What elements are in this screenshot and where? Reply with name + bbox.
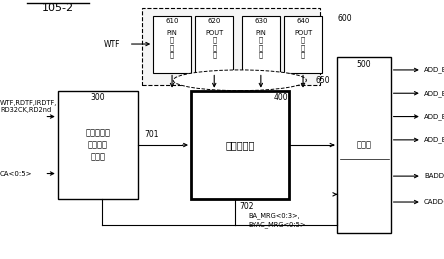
Bar [191,91,289,199]
Text: 600: 600 [337,14,352,23]
Bar [242,16,280,73]
Text: 640: 640 [296,18,310,24]
Bar [58,91,138,199]
Text: CADD<0:5>: CADD<0:5> [424,199,444,205]
Text: ADD_BG1: ADD_BG1 [424,90,444,97]
Text: 解码器: 解码器 [357,141,372,149]
Text: POUT
计
数
器: POUT 计 数 器 [294,30,312,59]
Text: PIN
计
数
器: PIN 计 数 器 [255,30,266,59]
Text: ADD_BG2: ADD_BG2 [424,113,444,120]
Bar [337,57,391,233]
Text: PIN
计
数
器: PIN 计 数 器 [166,30,178,59]
Text: 400: 400 [274,93,289,102]
Text: 105-2: 105-2 [42,3,74,13]
Text: POUT
计
数
器: POUT 计 数 器 [205,30,223,59]
Text: WTF,RDTF,IRDTF,
RD32CK,RD2nd: WTF,RDTF,IRDTF, RD32CK,RD2nd [0,100,57,113]
Text: 610: 610 [165,18,179,24]
Bar [284,16,322,73]
Text: 管道寄存器: 管道寄存器 [225,140,254,150]
Text: 702: 702 [239,202,254,211]
Text: 300: 300 [91,93,105,102]
Text: ADD_BG0: ADD_BG0 [424,67,444,73]
Text: 650: 650 [315,76,330,85]
Text: 500: 500 [357,60,371,69]
Text: 620: 620 [207,18,221,24]
Text: WTF: WTF [103,40,120,48]
Text: CA<0:5>: CA<0:5> [0,170,32,177]
Text: BA_MRG<0:3>,
BYAC_MRG<0:5>: BA_MRG<0:3>, BYAC_MRG<0:5> [248,213,306,228]
Text: 630: 630 [254,18,268,24]
Bar [153,16,191,73]
Ellipse shape [173,70,306,91]
Bar [142,8,320,85]
Text: 701: 701 [144,130,159,139]
Text: ADD_BG3: ADD_BG3 [424,136,444,143]
Text: BADD<0:3>: BADD<0:3> [424,173,444,179]
Text: 读取／写入
组合地址
锁存器: 读取／写入 组合地址 锁存器 [85,129,110,161]
Bar [195,16,233,73]
